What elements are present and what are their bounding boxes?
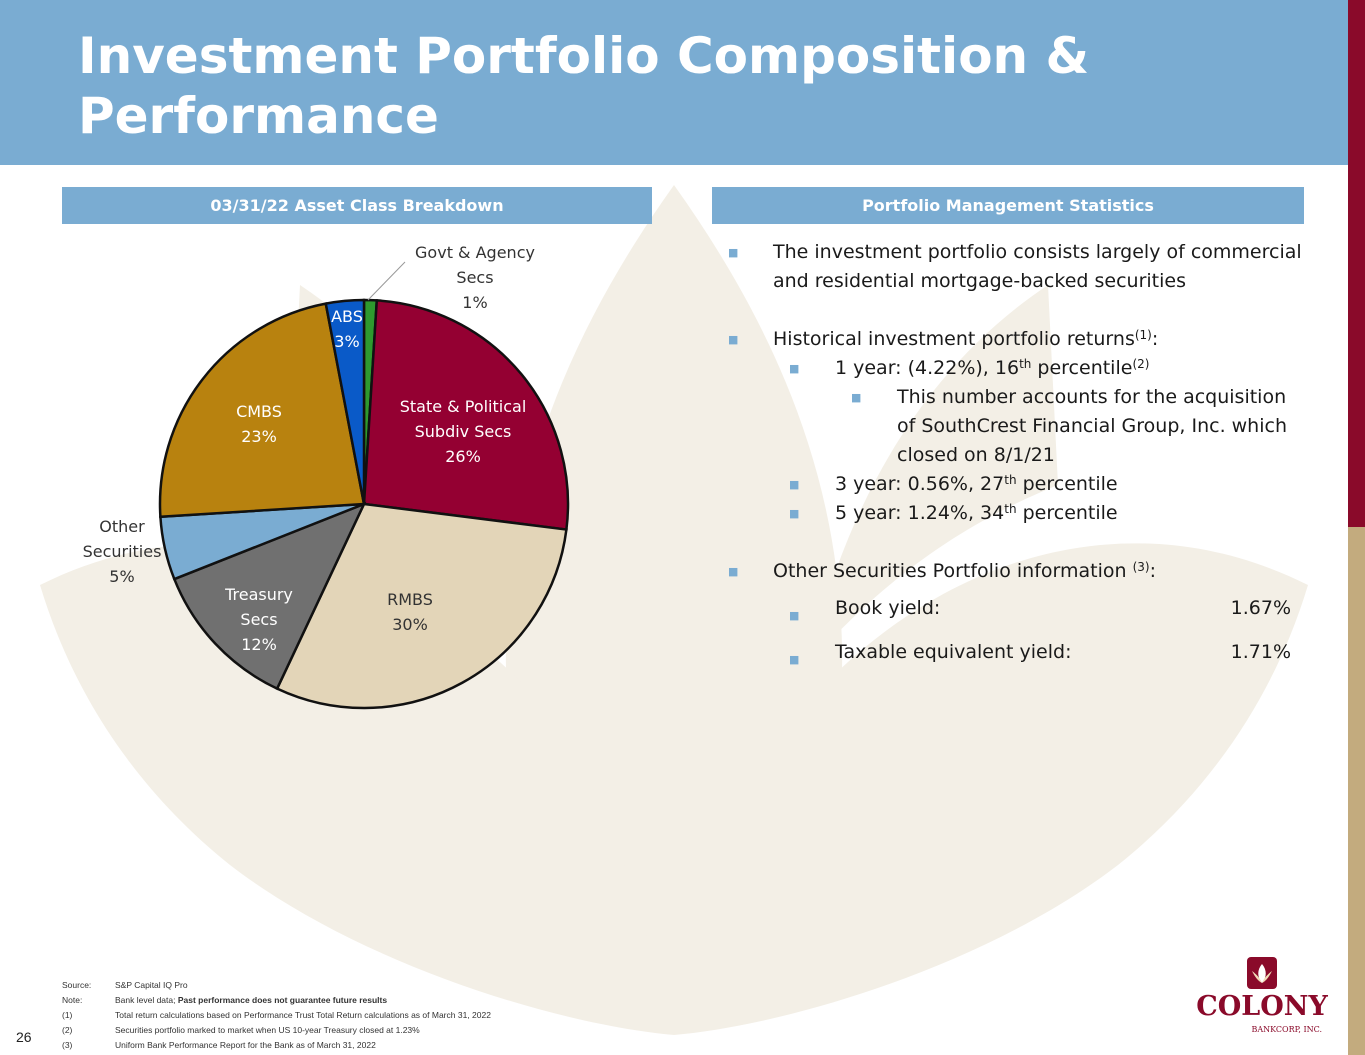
book-yield-value: 1.67% bbox=[1230, 597, 1291, 619]
footnote-3: (3) Uniform Bank Performance Report for t… bbox=[62, 1040, 376, 1050]
footnotes: Source: S&P Capital IQ Pro Note: Bank leve… bbox=[62, 978, 662, 1053]
pie-slice-cmbs bbox=[158, 302, 366, 519]
tey-value: 1.71% bbox=[1230, 641, 1291, 663]
footnote-note: Note: Bank level data; Past performance d… bbox=[62, 995, 388, 1005]
data-label-cmbs: CMBS 23% bbox=[236, 402, 282, 446]
footnote-source: Source: S&P Capital IQ Pro bbox=[62, 980, 188, 990]
colony-logo: COLONY BANKCORP, INC. bbox=[1192, 955, 1332, 1045]
footnote-1: (1) Total return calculations based on Pe… bbox=[62, 1010, 491, 1020]
stats-return-1yr: ■ 1 year: (4.22%), 16th percentile(2) bbox=[725, 354, 1305, 383]
logo-subtitle: BANKCORP, INC. bbox=[1251, 1025, 1322, 1034]
edge-stripe-tan bbox=[1348, 527, 1365, 1055]
data-label-other-securities: Other Securities 5% bbox=[83, 517, 162, 586]
title-bar bbox=[0, 0, 1348, 165]
stats-return-3yr: ■ 3 year: 0.56%, 27th percentile bbox=[725, 470, 1305, 499]
pie-slice-treasury-secs bbox=[172, 501, 367, 691]
square-bullet-icon: ■ bbox=[789, 478, 800, 491]
square-bullet-icon: ■ bbox=[728, 246, 739, 259]
data-label-abs: ABS 3% bbox=[331, 307, 363, 351]
book-yield-label: Book yield: bbox=[835, 597, 941, 619]
square-bullet-icon: ■ bbox=[728, 565, 739, 578]
lotus-watermark bbox=[40, 185, 1308, 1035]
edge-stripe-red bbox=[1348, 0, 1365, 527]
square-bullet-icon: ■ bbox=[789, 609, 800, 622]
square-bullet-icon: ■ bbox=[728, 333, 739, 346]
data-label-rmbs: RMBS 30% bbox=[387, 590, 433, 634]
stats-bullet-returns: ■ Historical investment portfolio return… bbox=[725, 325, 1305, 354]
page-title: Investment Portfolio Composition & Perfo… bbox=[78, 27, 1090, 145]
tey-label: Taxable equivalent yield: bbox=[835, 641, 1072, 663]
square-bullet-icon: ■ bbox=[789, 653, 800, 666]
stats-bullet-composition: ■ The investment portfolio consists larg… bbox=[725, 238, 1305, 296]
pie-slice-abs bbox=[324, 298, 366, 505]
pie-slice-state-and-political-subdiv-secs bbox=[362, 299, 570, 531]
square-bullet-icon: ■ bbox=[789, 507, 800, 520]
pie-slice-rmbs bbox=[275, 502, 568, 710]
lotus-logo-icon bbox=[1247, 957, 1277, 989]
asset-class-pie-chart: Govt & Agency Secs 1% State & Political Subd… bbox=[83, 243, 570, 710]
portfolio-stats-header: Portfolio Management Statistics bbox=[712, 187, 1304, 224]
square-bullet-icon: ■ bbox=[789, 362, 800, 375]
page-number: 26 bbox=[16, 1029, 32, 1045]
asset-class-header: 03/31/22 Asset Class Breakdown bbox=[62, 187, 652, 224]
portfolio-stats: ■ The investment portfolio consists larg… bbox=[725, 238, 1305, 674]
taxable-equivalent-yield-row: ■ Taxable equivalent yield: 1.71% bbox=[725, 630, 1305, 674]
data-label-treasury-secs: Treasury Secs 12% bbox=[224, 585, 293, 654]
stats-return-5yr: ■ 5 year: 1.24%, 34th percentile bbox=[725, 499, 1305, 528]
data-label-govt-and-agency-secs: Govt & Agency Secs 1% bbox=[415, 243, 535, 312]
footnote-2: (2) Securities portfolio marked to market… bbox=[62, 1025, 420, 1035]
stats-return-1yr-note: ■ This number accounts for the acquisiti… bbox=[725, 383, 1305, 470]
data-label-state-and-political-subdiv-secs: State & Political Subdiv Secs 26% bbox=[400, 397, 527, 466]
leader-line-govt-and-agency-secs bbox=[367, 261, 406, 301]
square-bullet-icon: ■ bbox=[851, 391, 862, 404]
book-yield-row: ■ Book yield: 1.67% bbox=[725, 586, 1305, 630]
stats-bullet-other-securities: ■ Other Securities Portfolio information… bbox=[725, 557, 1305, 586]
logo-wordmark: COLONY bbox=[1196, 991, 1328, 1022]
